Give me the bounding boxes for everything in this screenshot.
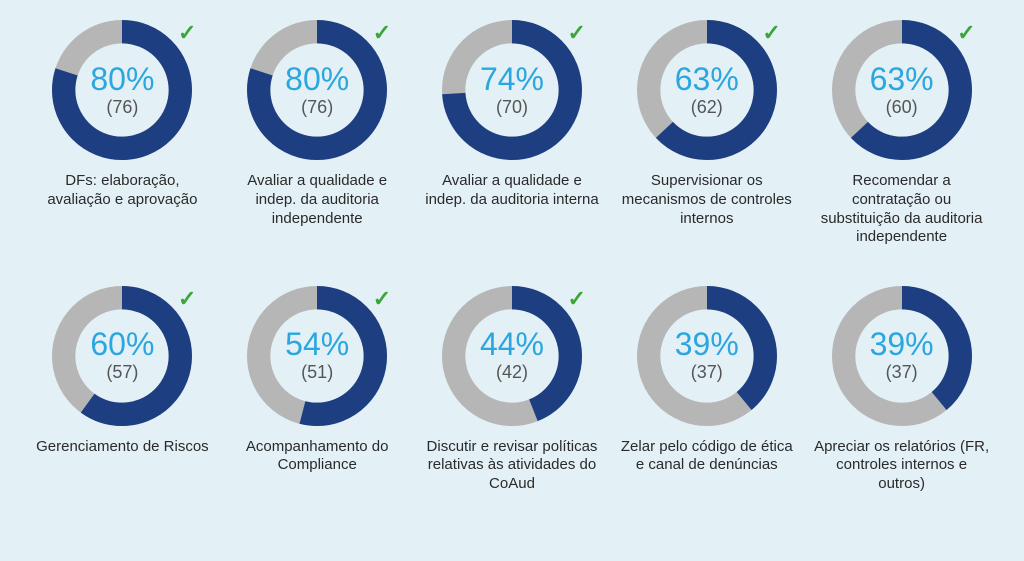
donut-count: (57) <box>106 362 138 383</box>
donut-center: 54%(51) <box>247 286 387 426</box>
donut-count: (60) <box>886 97 918 118</box>
donut-item: 74%(70)✓Avaliar a qualidade e indep. da … <box>420 20 605 276</box>
check-icon: ✓ <box>762 20 780 46</box>
donut-label: Recomendar a contratação ou substituição… <box>812 172 992 247</box>
donut-label: Gerenciamento de Riscos <box>36 438 209 457</box>
check-icon: ✓ <box>178 20 196 46</box>
donut-percent: 80% <box>285 63 349 95</box>
donut-wrap: 63%(62)✓ <box>637 20 777 160</box>
donut-wrap: 60%(57)✓ <box>52 286 192 426</box>
donut-center: 74%(70) <box>442 20 582 160</box>
donut-wrap: 63%(60)✓ <box>832 20 972 160</box>
donut-wrap: 74%(70)✓ <box>442 20 582 160</box>
donut-item: 39%(37) Apreciar os relatórios (FR, contr… <box>809 286 994 542</box>
donut-wrap: 39%(37) <box>832 286 972 426</box>
donut-item: 80%(76)✓Avaliar a qualidade e indep. da … <box>225 20 410 276</box>
donut-percent: 80% <box>90 63 154 95</box>
donut-item: 63%(60)✓Recomendar a contratação ou subs… <box>809 20 994 276</box>
donut-center: 39%(37) <box>637 286 777 426</box>
donut-label: Discutir e revisar políticas relativas à… <box>422 438 602 494</box>
check-icon: ✓ <box>373 20 391 46</box>
donut-wrap: 80%(76)✓ <box>52 20 192 160</box>
donut-label: Avaliar a qualidade e indep. da auditori… <box>227 172 407 228</box>
check-icon: ✓ <box>178 286 196 312</box>
donut-center: 80%(76) <box>247 20 387 160</box>
donut-wrap: 80%(76)✓ <box>247 20 387 160</box>
donut-center: 39%(37) <box>832 286 972 426</box>
donut-percent: 74% <box>480 63 544 95</box>
donut-label: DFs: elaboração, avaliação e aprovação <box>32 172 212 210</box>
donut-count: (76) <box>106 97 138 118</box>
donut-grid: 80%(76)✓DFs: elaboração, avaliação e apr… <box>30 20 994 541</box>
donut-count: (37) <box>691 362 723 383</box>
donut-count: (62) <box>691 97 723 118</box>
donut-percent: 39% <box>675 328 739 360</box>
donut-label: Avaliar a qualidade e indep. da auditori… <box>422 172 602 210</box>
donut-center: 63%(60) <box>832 20 972 160</box>
donut-percent: 63% <box>870 63 934 95</box>
donut-item: 39%(37) Zelar pelo código de ética e cana… <box>614 286 799 542</box>
donut-item: 54%(51)✓Acompanhamento do Compliance <box>225 286 410 542</box>
donut-label: Supervisionar os mecanismos de controles… <box>617 172 797 228</box>
check-icon: ✓ <box>373 286 391 312</box>
donut-wrap: 44%(42)✓ <box>442 286 582 426</box>
donut-wrap: 39%(37) <box>637 286 777 426</box>
donut-count: (76) <box>301 97 333 118</box>
donut-label: Zelar pelo código de ética e canal de de… <box>617 438 797 476</box>
donut-count: (37) <box>886 362 918 383</box>
donut-center: 60%(57) <box>52 286 192 426</box>
donut-percent: 54% <box>285 328 349 360</box>
donut-percent: 44% <box>480 328 544 360</box>
donut-count: (70) <box>496 97 528 118</box>
donut-center: 80%(76) <box>52 20 192 160</box>
donut-item: 63%(62)✓Supervisionar os mecanismos de c… <box>614 20 799 276</box>
donut-percent: 60% <box>90 328 154 360</box>
donut-count: (42) <box>496 362 528 383</box>
donut-count: (51) <box>301 362 333 383</box>
donut-item: 44%(42)✓Discutir e revisar políticas rel… <box>420 286 605 542</box>
donut-percent: 63% <box>675 63 739 95</box>
donut-label: Apreciar os relatórios (FR, controles in… <box>812 438 992 494</box>
donut-center: 44%(42) <box>442 286 582 426</box>
donut-item: 60%(57)✓Gerenciamento de Riscos <box>30 286 215 542</box>
donut-label: Acompanhamento do Compliance <box>227 438 407 476</box>
check-icon: ✓ <box>568 20 586 46</box>
check-icon: ✓ <box>957 20 975 46</box>
donut-wrap: 54%(51)✓ <box>247 286 387 426</box>
donut-center: 63%(62) <box>637 20 777 160</box>
donut-percent: 39% <box>870 328 934 360</box>
check-icon: ✓ <box>568 286 586 312</box>
donut-item: 80%(76)✓DFs: elaboração, avaliação e apr… <box>30 20 215 276</box>
